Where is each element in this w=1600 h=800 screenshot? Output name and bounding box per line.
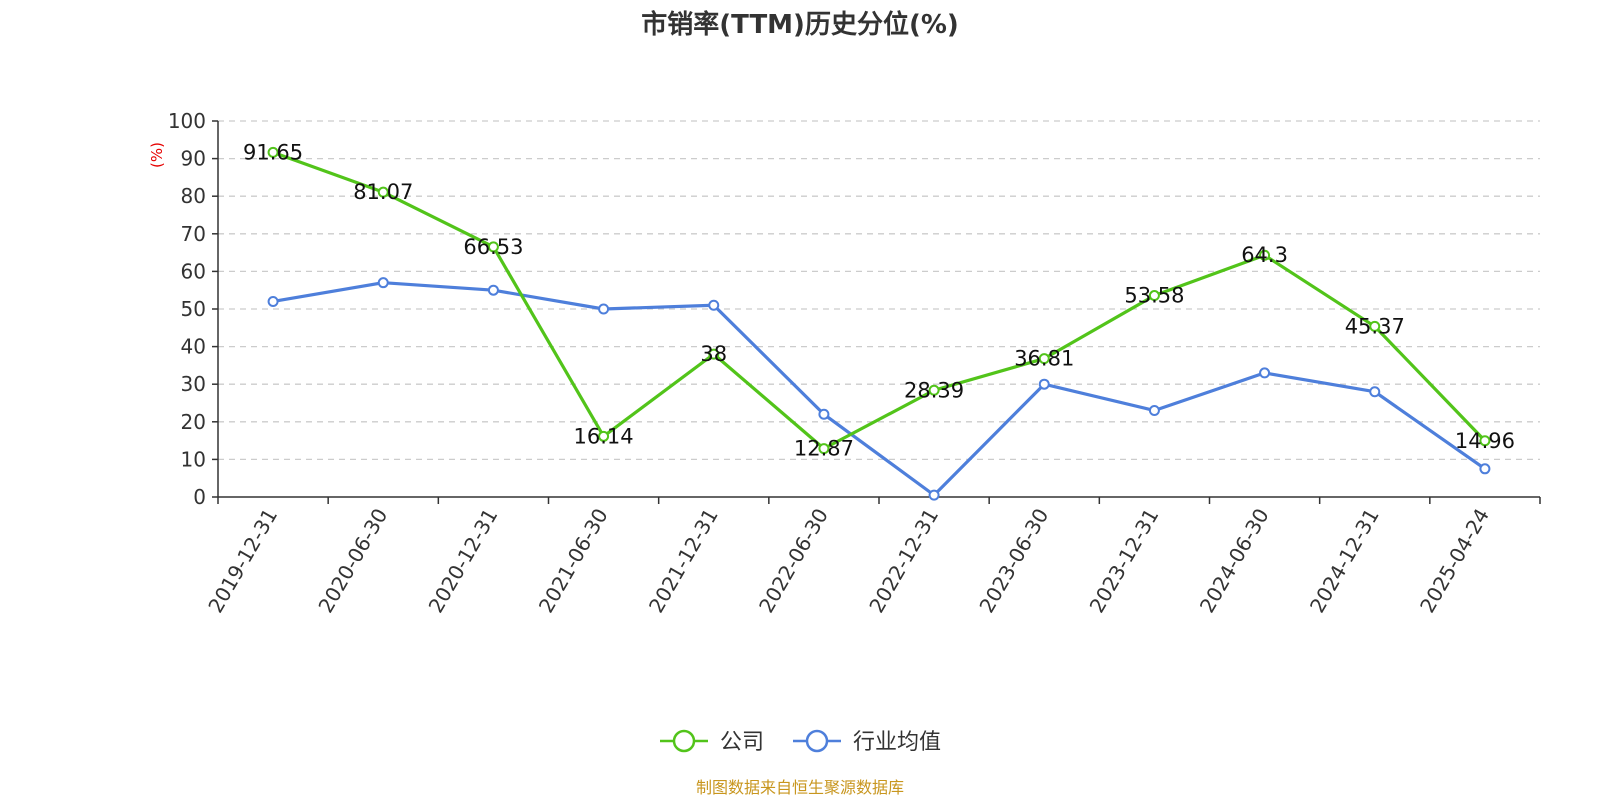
data-label: 14.96 — [1455, 429, 1515, 453]
y-tick-label: 20 — [181, 410, 206, 434]
data-point[interactable] — [267, 295, 279, 307]
gridlines — [218, 120, 1540, 461]
y-tick-label: 90 — [181, 147, 206, 171]
source-note: 制图数据来自恒生聚源数据库 — [696, 778, 904, 797]
y-tick-label: 40 — [181, 335, 206, 359]
data-point[interactable] — [267, 146, 279, 158]
y-tick-label: 30 — [181, 372, 206, 396]
data-label: 16.14 — [574, 424, 634, 448]
data-labels: 91.65 81.07 66.53 16.14 38 12.87 28.39 36.81 53.… — [243, 140, 1515, 460]
x-tick-label: 2023-06-30 — [974, 504, 1053, 617]
data-point[interactable] — [1479, 435, 1491, 447]
data-point[interactable] — [377, 186, 389, 198]
data-point[interactable] — [377, 277, 389, 289]
data-point[interactable] — [598, 303, 610, 315]
legend-label: 公司 — [720, 730, 764, 755]
x-tick-label: 2023-12-31 — [1085, 504, 1164, 617]
data-label: 12.87 — [794, 437, 854, 461]
data-label: 91.65 — [243, 140, 303, 164]
x-tick-label: 2024-06-30 — [1195, 504, 1274, 617]
x-tick-label: 2024-12-31 — [1305, 504, 1384, 617]
data-label: 53.58 — [1124, 284, 1184, 308]
legend-circle-icon — [672, 729, 696, 753]
x-tick-label: 2025-04-24 — [1415, 504, 1494, 617]
legend-label: 行业均值 — [853, 730, 941, 755]
data-point[interactable] — [598, 430, 610, 442]
y-axis-unit: (%) — [148, 142, 166, 168]
data-label: 36.81 — [1014, 347, 1074, 371]
data-point[interactable] — [928, 489, 940, 501]
data-point[interactable] — [487, 241, 499, 253]
x-tick-label: 2021-06-30 — [534, 504, 613, 617]
y-tick-label: 100 — [168, 109, 206, 133]
y-axis-ticks: 0 10 20 30 40 50 60 70 80 90 100 — [168, 109, 218, 509]
data-point[interactable] — [1259, 367, 1271, 379]
y-tick-label: 60 — [181, 259, 206, 283]
legend-item-0[interactable]: 公司 — [660, 729, 764, 755]
data-point[interactable] — [1259, 249, 1271, 261]
data-point[interactable] — [1369, 386, 1381, 398]
legend[interactable]: 公司 行业均值 — [660, 729, 941, 755]
data-point[interactable] — [487, 284, 499, 296]
y-tick-label: 10 — [181, 447, 206, 471]
data-point[interactable] — [1479, 463, 1491, 475]
y-tick-label: 80 — [181, 184, 206, 208]
x-tick-label: 2022-06-30 — [754, 504, 833, 617]
data-label: 81.07 — [353, 180, 413, 204]
data-label: 45.37 — [1345, 314, 1405, 338]
y-tick-label: 50 — [181, 297, 206, 321]
chart-title: 市销率(TTM)历史分位(%) — [641, 9, 959, 40]
y-tick-label: 70 — [181, 222, 206, 246]
data-point[interactable] — [708, 299, 720, 311]
legend-circle-icon — [805, 729, 829, 753]
x-axis-ticks: 2019-12-31 2020-06-30 2020-12-31 2021-06-30… — [203, 497, 1541, 617]
data-label: 38 — [700, 342, 727, 366]
x-tick-label: 2020-06-30 — [313, 504, 392, 617]
data-point[interactable] — [818, 408, 830, 420]
series-line-0 — [272, 150, 1487, 451]
x-tick-label: 2019-12-31 — [203, 504, 282, 617]
data-point[interactable] — [818, 443, 830, 455]
data-point[interactable] — [928, 384, 940, 396]
data-point[interactable] — [1038, 378, 1050, 390]
data-point[interactable] — [708, 348, 720, 360]
series-line-1 — [272, 281, 1486, 497]
y-tick-label: 0 — [193, 485, 206, 509]
data-label: 28.39 — [904, 378, 964, 402]
data-point[interactable] — [1148, 290, 1160, 302]
data-point[interactable] — [1369, 320, 1381, 332]
data-point[interactable] — [1148, 405, 1160, 417]
legend-item-1[interactable]: 行业均值 — [793, 729, 941, 755]
data-label: 64.3 — [1241, 243, 1288, 267]
x-tick-label: 2021-12-31 — [644, 504, 723, 617]
x-tick-label: 2020-12-31 — [424, 504, 503, 617]
data-label: 66.53 — [463, 235, 523, 259]
x-tick-label: 2022-12-31 — [864, 504, 943, 617]
series-layer — [267, 146, 1491, 501]
data-point[interactable] — [1038, 353, 1050, 365]
